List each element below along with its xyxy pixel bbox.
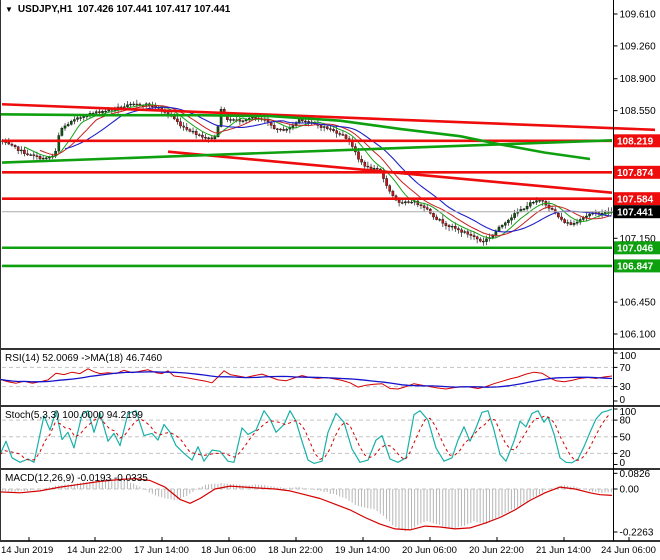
price-tick-label: 108.900	[620, 74, 657, 85]
ma-line	[39, 105, 612, 237]
stoch-k-line	[0, 408, 613, 465]
price-tick-label: 108.550	[620, 106, 657, 117]
time-label: 24 Jun 06:00	[601, 545, 656, 556]
stoch-d-line	[0, 413, 611, 462]
stoch-tick-label: 100	[620, 407, 637, 418]
svg-text:107.584: 107.584	[617, 195, 654, 206]
symbol-period-label: USDJPY,H1	[17, 4, 73, 15]
ohlc-values: 107.426 107.441 107.417 107.441	[77, 4, 231, 15]
stoch-tick-label: 20	[620, 449, 632, 460]
time-label: 17 Jun 14:00	[134, 545, 189, 556]
time-axis: 14 Jun 2019 14 Jun 22:00 17 Jun 14:00 18 Ju…	[0, 541, 660, 560]
time-label: 20 Jun 22:00	[469, 545, 524, 556]
chart-title: ▼ USDJPY,H1 107.426 107.441 107.417 107.…	[5, 4, 230, 15]
ma-line	[64, 106, 612, 233]
time-label: 18 Jun 22:00	[268, 545, 323, 556]
stoch-tick-label: 80	[620, 416, 632, 427]
price-badge-resistance: 108.219	[614, 134, 660, 148]
rsi-ma-line	[0, 371, 613, 388]
price-tick-label: 106.450	[620, 298, 657, 309]
rsi-tick-label: 30	[620, 382, 632, 393]
svg-text:106.847: 106.847	[617, 262, 654, 273]
time-label: 21 Jun 14:00	[536, 545, 591, 556]
price-badge-support: 107.046	[614, 241, 660, 255]
stoch-tick-label: 50	[620, 432, 632, 443]
symbol-dropdown-icon[interactable]: ▼	[5, 5, 13, 14]
macd-tick-label: 0.0826	[620, 469, 651, 480]
macd-label: MACD(12,26,9) -0.0193 -0.0335	[5, 473, 148, 484]
time-label: 18 Jun 06:00	[201, 545, 256, 556]
main-chart[interactable]: 109.610 109.260 108.900 108.550 107.150 106.4…	[0, 0, 660, 349]
price-tick-label: 109.610	[620, 10, 657, 21]
macd-tick-label: 0.00	[620, 485, 640, 496]
rsi-line	[0, 368, 613, 390]
stoch-label: Stoch(5,3,3) 100.0000 94.2199	[5, 410, 143, 421]
rsi-tick-label: 0	[620, 395, 626, 406]
price-badge-resistance: 107.584	[614, 192, 660, 206]
price-tick-label: 106.100	[620, 330, 657, 341]
rsi-tick-label: 100	[620, 351, 637, 362]
macd-panel[interactable]: 0.0826 0.00 -0.2263 MACD(12,26,9) -0.0193 -…	[0, 469, 660, 541]
price-tick-label: 107.150	[620, 234, 657, 245]
time-label: 19 Jun 14:00	[335, 545, 390, 556]
price-badge-resistance: 107.874	[614, 165, 660, 179]
rsi-label: RSI(14) 52.0069 ->MA(18) 46.7460	[5, 353, 162, 364]
svg-text:107.874: 107.874	[617, 168, 654, 179]
stoch-tick-label: 0	[620, 458, 626, 469]
macd-signal-line	[0, 478, 613, 531]
price-tick-label: 109.260	[620, 41, 657, 52]
svg-text:108.219: 108.219	[617, 137, 654, 148]
svg-text:107.441: 107.441	[617, 208, 654, 219]
time-label: 14 Jun 2019	[1, 545, 54, 556]
rsi-tick-label: 70	[620, 363, 632, 374]
price-badge-support: 106.847	[614, 259, 660, 273]
time-label: 20 Jun 06:00	[402, 545, 457, 556]
time-label: 14 Jun 22:00	[67, 545, 122, 556]
macd-tick-label: -0.2263	[620, 527, 654, 538]
current-price-badge: 107.441	[614, 205, 660, 219]
long-ma-curve	[0, 113, 591, 161]
svg-text:107.046: 107.046	[617, 244, 654, 255]
